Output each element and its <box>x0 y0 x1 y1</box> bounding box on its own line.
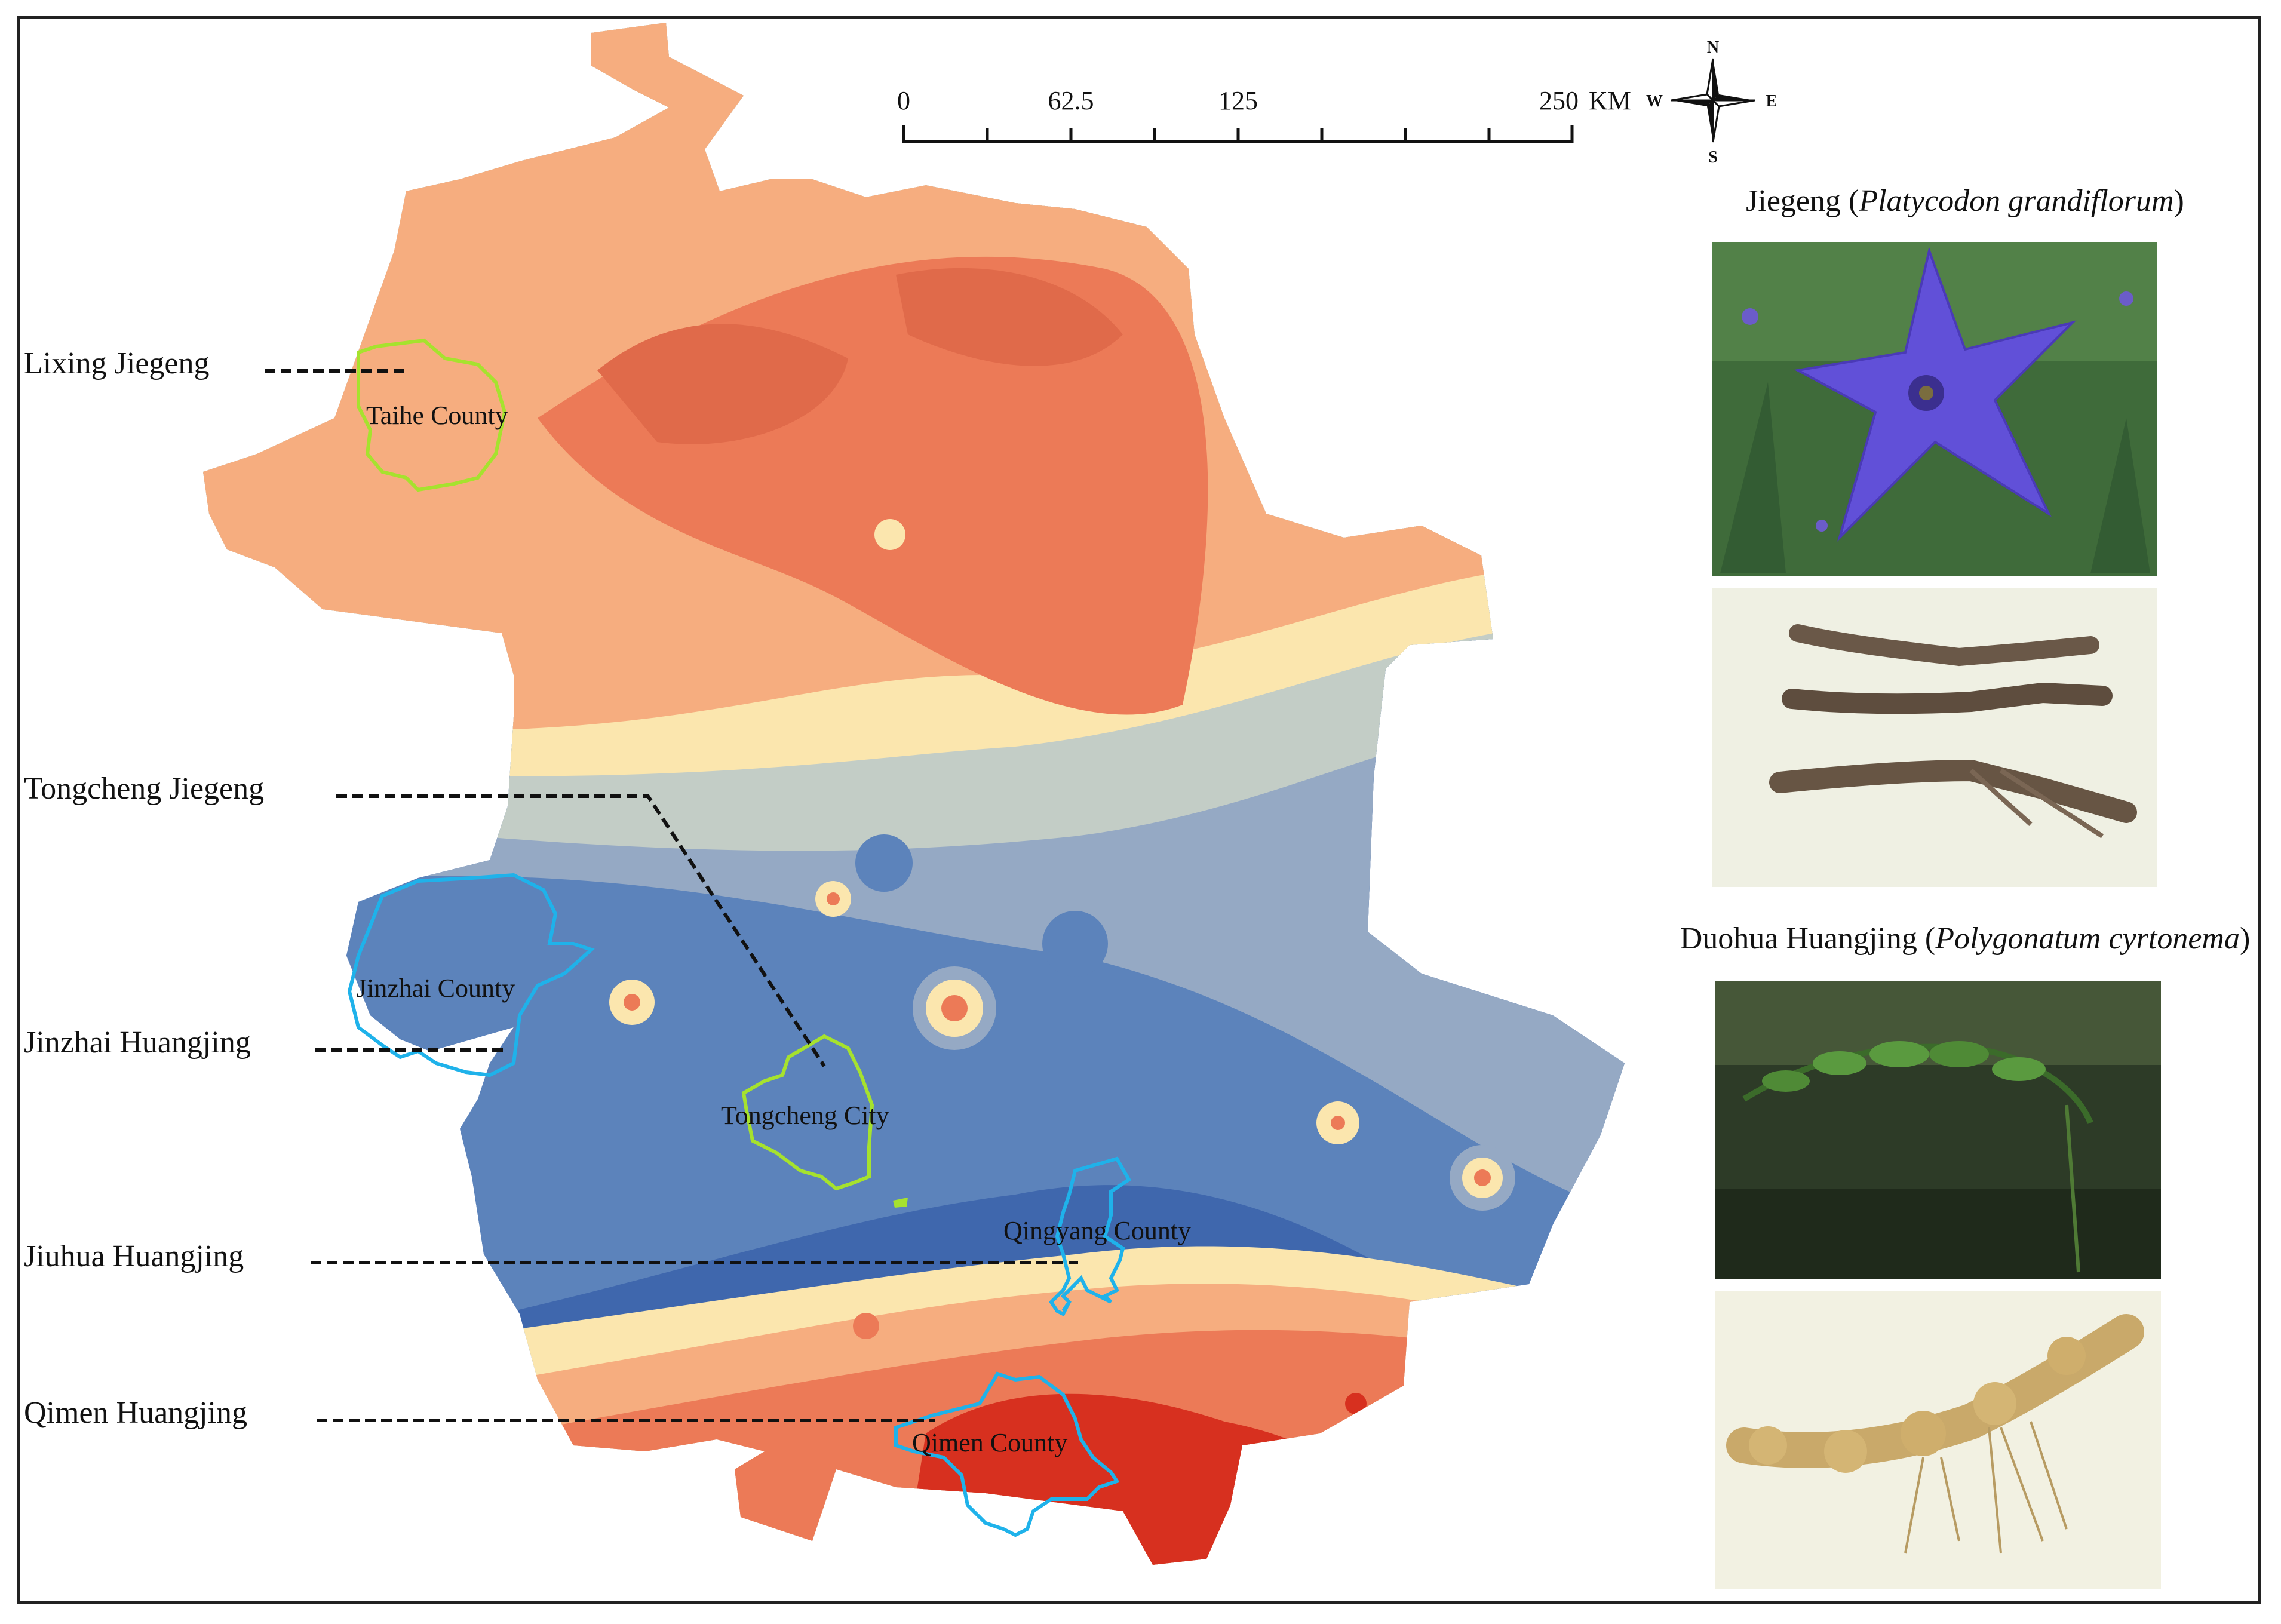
caption-huangjing-close: ) <box>2240 922 2250 956</box>
scale-bar: 0 62.5 125 250 KM <box>897 86 1631 143</box>
label-jinzhai-county: Jinzhai County <box>357 974 515 1003</box>
label-jiuhua-huangjing: Jiuhua Huangjing <box>24 1239 244 1273</box>
leader-tongcheng <box>336 794 826 1067</box>
tongcheng-city-boundary <box>741 1034 874 1191</box>
caption-jiegeng: Jiegeng (Platycodon grandiflorum) <box>1746 184 2184 218</box>
label-qimen-huangjing: Qimen Huangjing <box>24 1396 247 1430</box>
label-tongcheng-city: Tongcheng City <box>721 1101 889 1130</box>
scale-tick-125: 125 <box>1218 86 1258 115</box>
caption-jiegeng-close: ) <box>2174 184 2184 218</box>
flower-photo <box>1712 242 2157 576</box>
rhizome-photo <box>1715 1291 2161 1589</box>
scale-tick-0: 0 <box>897 86 910 115</box>
caption-jiegeng-latin: Platycodon grandiflorum <box>1858 184 2173 218</box>
caption-huangjing: Duohua Huangjing (Polygonatum cyrtonema) <box>1680 922 2251 956</box>
taihe-county-boundary <box>357 338 507 492</box>
compass-e: E <box>1766 92 1777 110</box>
label-qingyang-county: Qingyang County <box>1003 1216 1191 1245</box>
scale-tick-250: 250 <box>1539 86 1579 115</box>
label-qimen-county: Qimen County <box>912 1428 1067 1457</box>
compass-rose-icon: N S E W <box>1646 38 1777 167</box>
label-tongcheng-jiegeng: Tongcheng Jiegeng <box>24 772 264 806</box>
tongcheng-small-fragment <box>893 1198 908 1208</box>
caption-huangjing-latin: Polygonatum cyrtonema <box>1935 922 2240 956</box>
suitability-surface <box>203 23 1625 1565</box>
compass-s: S <box>1708 148 1718 167</box>
qimen-county-boundary <box>894 1371 1120 1537</box>
caption-huangjing-name: Duohua Huangjing ( <box>1680 922 1935 956</box>
label-lixing-jiegeng: Lixing Jiegeng <box>24 346 210 380</box>
scale-tick-62-5: 62.5 <box>1048 86 1094 115</box>
label-taihe-county: Taihe County <box>366 401 508 430</box>
qingyang-county-boundary <box>1049 1156 1131 1317</box>
compass-w: W <box>1646 92 1663 110</box>
scale-unit: KM <box>1589 86 1631 115</box>
plant-photo <box>1715 981 2161 1279</box>
root-photo <box>1712 588 2157 887</box>
label-jinzhai-huangjing: Jinzhai Huangjing <box>24 1026 251 1060</box>
compass-n: N <box>1707 38 1719 57</box>
jinzhai-county-boundary <box>347 873 595 1077</box>
caption-jiegeng-name: Jiegeng ( <box>1746 184 1859 218</box>
